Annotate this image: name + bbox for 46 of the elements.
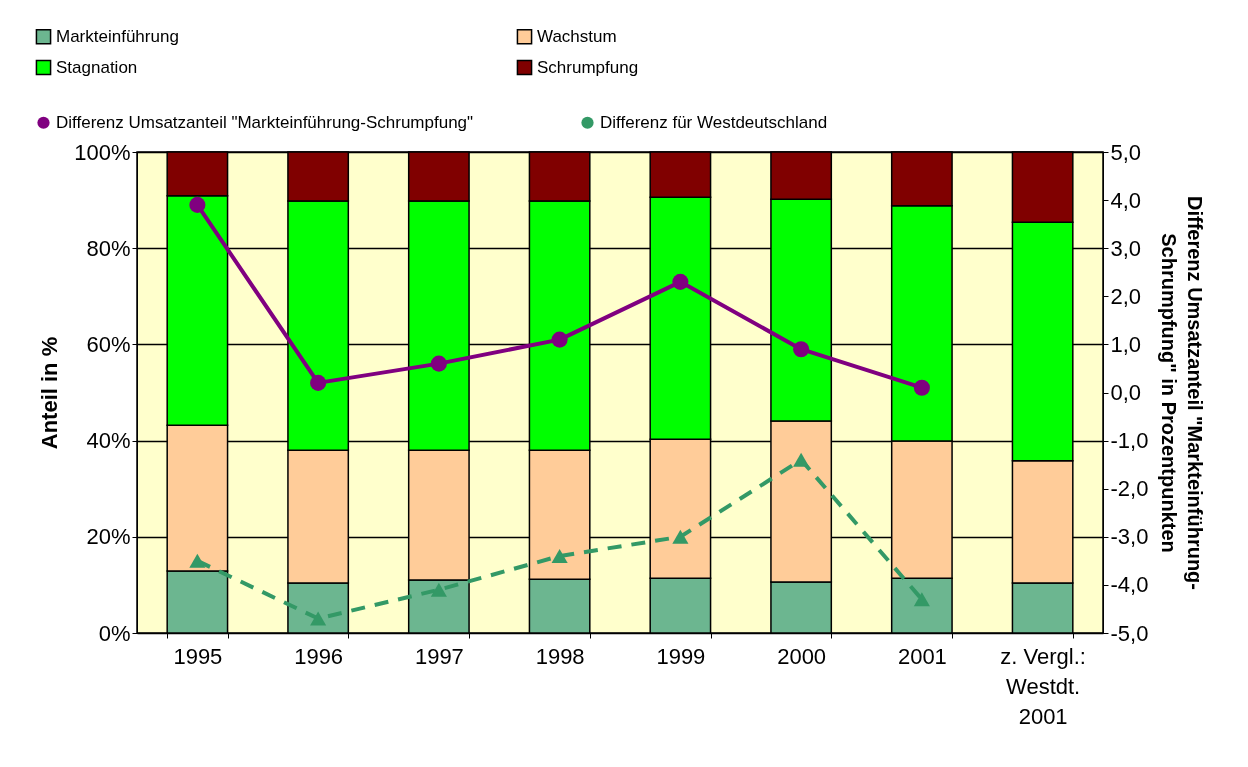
x-tick-label: 1995 — [173, 643, 223, 669]
x-tick-label: 1999 — [656, 643, 706, 669]
legend-label: Differenz Umsatzanteil "Markteinführung-Schrumpfung" — [56, 112, 474, 132]
point — [189, 553, 206, 568]
y2-tick-label: -4,0 — [1110, 572, 1149, 598]
y-tick-label: 100% — [74, 139, 131, 165]
y2-tick-label: 2,0 — [1110, 283, 1142, 309]
y-axis-title: Anteil in % — [37, 336, 63, 450]
y-tick-label: 0% — [98, 620, 131, 646]
y2-tick-label: -1,0 — [1110, 428, 1149, 454]
legend-label: Stagnation — [56, 57, 138, 77]
y2-tick-label: -5,0 — [1110, 620, 1149, 646]
y-tick-label: 20% — [86, 524, 131, 550]
legend-label: Markteinführung — [56, 26, 179, 46]
point — [430, 355, 447, 372]
legend-label: Wachstum — [537, 26, 617, 46]
y2-tick-label: -2,0 — [1110, 476, 1149, 502]
x-tick-label: 1998 — [535, 643, 585, 669]
y-tick-label: 60% — [86, 331, 131, 357]
y2-axis-title: Differenz Umsatzanteil "Markteinführung- Schrumpfung" in Prozentpunkten — [1158, 196, 1207, 590]
point — [913, 379, 930, 396]
y2-tick-label: 5,0 — [1110, 139, 1142, 165]
point — [430, 582, 447, 597]
y2-tick-label: 0,0 — [1110, 380, 1142, 405]
point — [310, 611, 327, 626]
y2-tick-label: 4,0 — [1110, 187, 1142, 213]
point — [793, 452, 810, 467]
x-tick-label: 1996 — [294, 643, 344, 669]
point — [793, 341, 810, 358]
point — [551, 331, 568, 348]
y-tick-label: 80% — [86, 235, 131, 261]
x-tick-label: 2000 — [777, 643, 827, 669]
point — [310, 374, 327, 391]
y-tick-label: 40% — [86, 428, 131, 454]
legend-label: Schrumpfung — [537, 57, 639, 77]
x-tick-label: z. Vergl.: Westdt. 2001 — [1000, 643, 1086, 729]
legend-label: Differenz für Westdeutschland — [600, 112, 828, 132]
point — [672, 529, 689, 544]
y2-tick-label: 1,0 — [1110, 331, 1142, 357]
point — [189, 196, 206, 213]
y2-tick-label: 3,0 — [1110, 235, 1142, 261]
point — [551, 549, 568, 564]
x-tick-label: 2001 — [897, 643, 947, 669]
point — [672, 273, 689, 290]
y2-tick-label: -3,0 — [1110, 524, 1149, 550]
x-tick-label: 1997 — [414, 643, 464, 669]
